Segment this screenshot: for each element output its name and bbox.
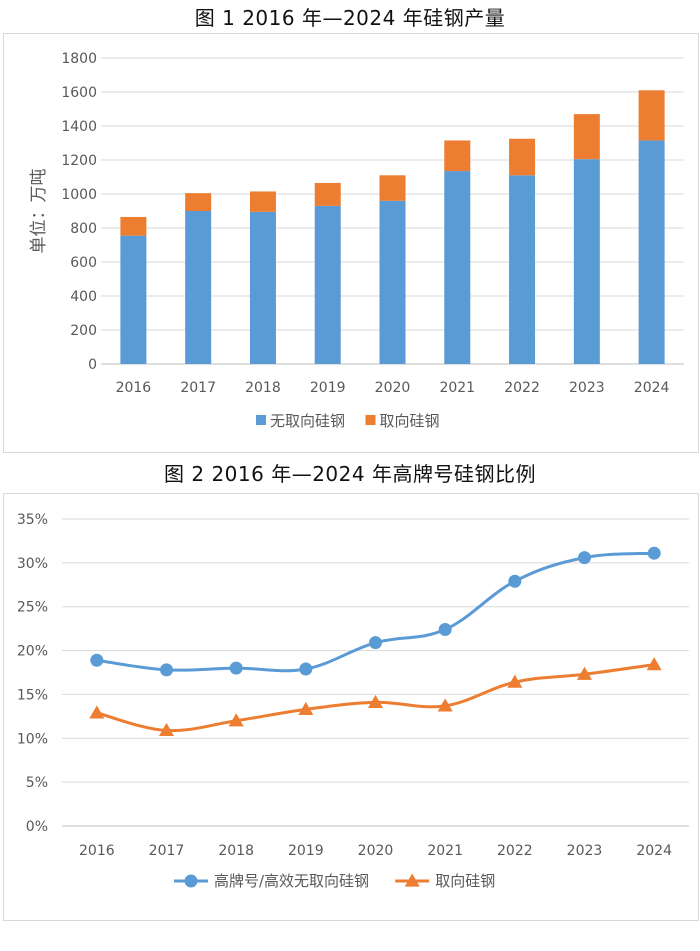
x-tick-label: 2018 (245, 380, 281, 396)
legend-marker-1 (404, 873, 420, 887)
bar-oriented-2023 (573, 114, 600, 160)
point-1-2023 (577, 666, 592, 680)
x-tick-label: 2021 (439, 380, 475, 396)
bar-oriented-2021 (444, 140, 471, 172)
y-tick-label: 15% (17, 687, 48, 703)
point-1-2016 (89, 705, 105, 719)
bar-non-oriented-2021 (444, 171, 471, 364)
bar-non-oriented-2016 (120, 235, 147, 364)
y-axis-label: 单位：万吨 (29, 169, 49, 254)
x-tick-label: 2023 (569, 380, 605, 396)
y-tick-label: 10% (17, 731, 48, 747)
y-tick-label: 200 (70, 323, 97, 339)
bar-oriented-2019 (314, 182, 341, 206)
legend-label-0: 高牌号/高效无取向硅钢 (214, 872, 369, 890)
y-tick-label: 1600 (61, 85, 97, 101)
point-1-2020 (368, 694, 383, 708)
y-tick-label: 400 (70, 289, 97, 305)
x-tick-label: 2016 (79, 843, 115, 859)
x-tick-label: 2017 (180, 380, 216, 396)
point-0-2016 (90, 653, 104, 667)
x-tick-label: 2024 (634, 380, 670, 396)
bar-non-oriented-2023 (573, 159, 600, 364)
bar-oriented-2022 (509, 138, 536, 176)
legend-marker-0 (184, 874, 198, 888)
x-tick-label: 2020 (358, 843, 394, 859)
bar-oriented-2024 (638, 90, 665, 141)
chart1-svg: 0 200 400 600 800 1000 1200 1400 1600 1800 单位：万吨 20… (29, 51, 684, 430)
x-tick-label: 2019 (310, 380, 346, 396)
bar-non-oriented-2022 (509, 175, 536, 364)
y-tick-label: 1200 (61, 153, 97, 169)
point-0-2022 (508, 574, 522, 588)
y-tick-label: 0% (26, 819, 48, 835)
bar-oriented-2017 (185, 193, 212, 211)
bar-non-oriented-2019 (314, 205, 341, 364)
bar-oriented-2016 (120, 216, 147, 236)
bar-non-oriented-2017 (185, 211, 212, 364)
point-1-2022 (507, 674, 523, 688)
x-tick-label: 2016 (116, 380, 152, 396)
bar-oriented-2020 (379, 175, 406, 201)
x-tick-label: 2023 (567, 843, 603, 859)
x-tick-label: 2022 (504, 380, 540, 396)
y-tick-label: 1400 (61, 119, 97, 135)
x-tick-label: 2019 (288, 843, 324, 859)
x-tick-label: 2021 (427, 843, 463, 859)
point-1-2018 (228, 713, 244, 727)
y-tick-label: 5% (26, 775, 48, 791)
bar-non-oriented-2020 (379, 200, 406, 364)
x-tick-label: 2017 (149, 843, 185, 859)
legend-label-0: 无取向硅钢 (270, 412, 345, 430)
point-0-2018 (229, 661, 243, 675)
y-tick-label: 0 (88, 357, 97, 373)
bar-non-oriented-2024 (638, 140, 665, 364)
point-0-2023 (578, 551, 591, 565)
legend-label-1: 取向硅钢 (380, 412, 440, 430)
point-0-2020 (369, 636, 382, 650)
bar-non-oriented-2018 (249, 211, 276, 364)
legend-swatch-1 (365, 415, 376, 425)
legend-label-1: 取向硅钢 (435, 872, 495, 890)
x-tick-label: 2018 (218, 843, 254, 859)
y-tick-label: 25% (17, 600, 48, 616)
y-tick-label: 1800 (61, 51, 97, 67)
y-tick-label: 600 (70, 255, 97, 271)
x-tick-label: 2022 (497, 843, 533, 859)
point-1-2024 (646, 657, 662, 671)
chart1-panel: 0 200 400 600 800 1000 1200 1400 1600 1800 单位：万吨 20… (3, 33, 699, 453)
point-0-2017 (160, 663, 173, 677)
y-tick-label: 20% (17, 644, 48, 660)
chart2-title: 图 2 2016 年—2024 年高牌号硅钢比例 (164, 462, 536, 486)
x-tick-label: 2020 (375, 380, 411, 396)
point-0-2024 (647, 546, 661, 560)
y-tick-label: 1000 (61, 187, 97, 203)
point-1-2017 (159, 722, 174, 737)
chart2-panel: 0% 5% 10% 15% 20% 25% 30% 35% 2016 2017 2018 2019 20… (3, 493, 699, 921)
y-tick-label: 30% (17, 556, 48, 572)
series-line-0 (96, 551, 655, 673)
bar-oriented-2018 (249, 191, 276, 212)
y-tick-label: 800 (70, 221, 97, 237)
point-1-2019 (298, 701, 314, 715)
point-0-2019 (299, 662, 313, 676)
point-1-2021 (437, 698, 453, 712)
point-0-2021 (438, 623, 452, 637)
chart2-svg: 0% 5% 10% 15% 20% 25% 30% 35% 2016 2017 2018 2019 20… (17, 512, 689, 890)
legend-swatch-0 (256, 415, 266, 425)
chart1-title: 图 1 2016 年—2024 年硅钢产量 (194, 6, 506, 30)
y-tick-label: 35% (17, 512, 48, 528)
x-tick-label: 2024 (636, 843, 672, 859)
